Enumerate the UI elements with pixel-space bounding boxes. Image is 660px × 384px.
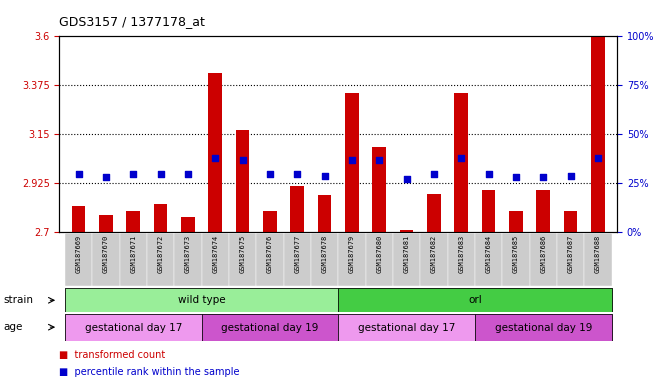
Bar (529, 233, 557, 286)
Point (210, 155, 220, 161)
Text: GSM187688: GSM187688 (595, 235, 601, 273)
Point (100, 174, 111, 180)
Point (374, 157, 385, 163)
Text: GDS3157 / 1377178_at: GDS3157 / 1377178_at (59, 15, 205, 28)
Bar (126, 210, 140, 232)
Bar (317, 195, 331, 232)
Text: ■  percentile rank within the sample: ■ percentile rank within the sample (59, 367, 240, 377)
Text: GSM187687: GSM187687 (568, 235, 574, 273)
Bar (290, 185, 304, 232)
Point (346, 157, 357, 163)
Bar (420, 233, 447, 286)
Bar (338, 288, 612, 312)
Text: GSM187679: GSM187679 (349, 235, 355, 273)
Bar (400, 230, 413, 232)
Bar (99, 215, 113, 232)
Text: GSM187671: GSM187671 (130, 235, 136, 273)
Point (265, 170, 275, 177)
Point (155, 170, 166, 177)
Bar (284, 233, 311, 286)
Text: GSM187673: GSM187673 (185, 235, 191, 273)
Bar (236, 130, 249, 232)
Bar (591, 36, 605, 232)
Bar (92, 233, 119, 286)
Bar (475, 233, 502, 286)
Text: GSM187684: GSM187684 (486, 235, 492, 273)
Text: GSM187675: GSM187675 (240, 235, 246, 273)
Text: age: age (3, 322, 22, 332)
Bar (345, 93, 359, 232)
Text: orl: orl (468, 295, 482, 305)
Point (128, 170, 139, 177)
Bar (201, 233, 229, 286)
Bar (393, 233, 420, 286)
Text: gestational day 19: gestational day 19 (494, 323, 592, 333)
Text: gestational day 17: gestational day 17 (358, 323, 455, 333)
Bar (564, 210, 578, 232)
Bar (455, 93, 468, 232)
Text: GSM187677: GSM187677 (294, 235, 300, 273)
Bar (475, 314, 612, 341)
Bar (263, 210, 277, 232)
Text: strain: strain (3, 295, 33, 305)
Bar (311, 233, 338, 286)
Text: GSM187685: GSM187685 (513, 235, 519, 273)
Bar (256, 233, 284, 286)
Point (566, 172, 576, 179)
Bar (65, 288, 338, 312)
Bar (65, 233, 92, 286)
Bar (502, 233, 529, 286)
Text: GSM187680: GSM187680 (376, 235, 382, 273)
Text: GSM187670: GSM187670 (103, 235, 109, 273)
Bar (174, 233, 201, 286)
Bar (427, 194, 441, 232)
Bar (72, 206, 85, 232)
Bar (338, 314, 475, 341)
Point (319, 172, 330, 179)
Point (593, 155, 603, 161)
Point (292, 170, 302, 177)
Text: GSM187683: GSM187683 (458, 235, 464, 273)
Bar (557, 233, 584, 286)
Bar (119, 233, 147, 286)
Text: GSM187676: GSM187676 (267, 235, 273, 273)
Point (483, 170, 494, 177)
Point (511, 174, 521, 180)
Text: GSM187672: GSM187672 (158, 235, 164, 273)
Text: GSM187686: GSM187686 (541, 235, 546, 273)
Bar (447, 233, 475, 286)
Text: GSM187681: GSM187681 (404, 235, 410, 273)
Bar (65, 314, 201, 341)
Bar (482, 190, 496, 232)
Point (73, 170, 84, 177)
Point (538, 174, 548, 180)
Text: gestational day 17: gestational day 17 (84, 323, 182, 333)
Point (183, 170, 193, 177)
Bar (147, 233, 174, 286)
Text: GSM187682: GSM187682 (431, 235, 437, 273)
Point (456, 155, 467, 161)
Text: GSM187674: GSM187674 (213, 235, 218, 273)
Text: gestational day 19: gestational day 19 (221, 323, 319, 333)
Bar (372, 147, 386, 232)
Bar (229, 233, 256, 286)
Bar (209, 73, 222, 232)
Text: wild type: wild type (178, 295, 225, 305)
Bar (537, 190, 550, 232)
Bar (584, 233, 612, 286)
Text: GSM187678: GSM187678 (321, 235, 327, 273)
Point (428, 170, 439, 177)
Bar (338, 233, 366, 286)
Text: GSM187669: GSM187669 (75, 235, 82, 273)
Text: ■  transformed count: ■ transformed count (59, 350, 166, 360)
Point (238, 157, 248, 163)
Bar (509, 210, 523, 232)
Bar (181, 217, 195, 232)
Bar (154, 204, 168, 232)
Bar (366, 233, 393, 286)
Point (401, 176, 412, 182)
Bar (201, 314, 338, 341)
